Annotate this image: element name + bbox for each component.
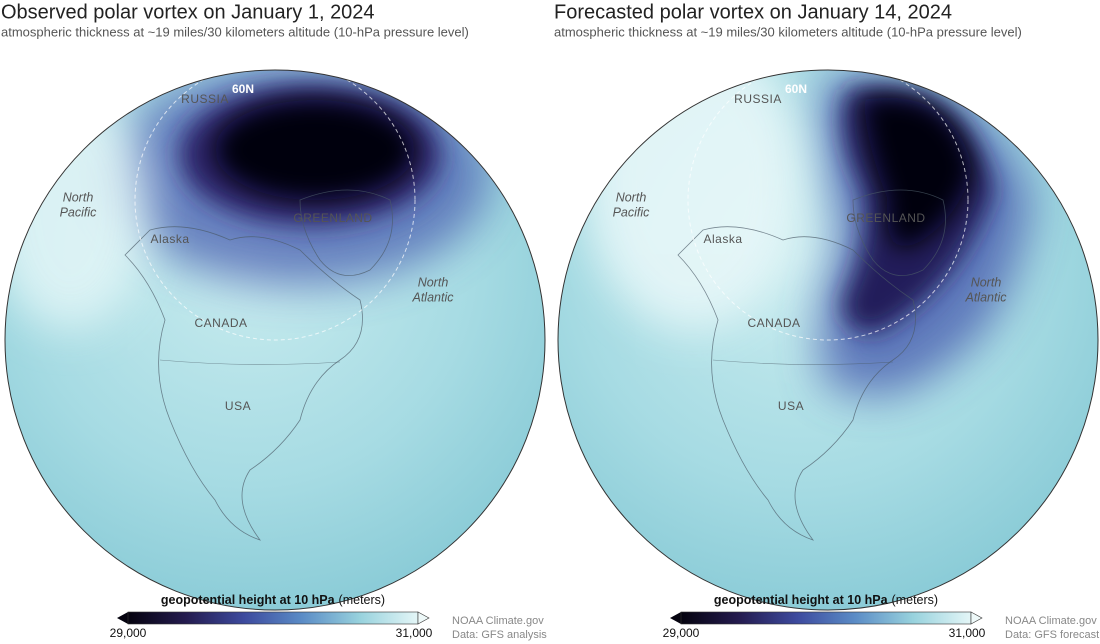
map-label: Atlantic xyxy=(412,290,455,304)
colorbar: geopotential height at 10 hPa (meters) 29,… xyxy=(663,593,986,640)
border xyxy=(159,359,341,365)
map-label: North xyxy=(63,190,94,204)
map-label: USA xyxy=(225,399,251,413)
colorbar-title: geopotential height at 10 hPa xyxy=(161,593,336,607)
map-label: Pacific xyxy=(60,205,98,219)
map-label: North xyxy=(616,190,647,204)
credit: Data: GFS analysis xyxy=(452,629,547,641)
map-label: 60N xyxy=(232,82,254,96)
latitude-circle xyxy=(687,70,969,341)
glow-pacific xyxy=(583,70,803,330)
coastline xyxy=(299,189,393,277)
panel-subtitle: atmospheric thickness at ~19 miles/30 ki… xyxy=(1,24,469,39)
panel: Observed polar vortex on January 1, 2024… xyxy=(1,1,547,641)
colorbar-min: 29,000 xyxy=(663,626,700,640)
map-label: GREENLAND xyxy=(293,211,372,225)
panel-title: Forecasted polar vortex on January 14, 2… xyxy=(554,1,952,23)
colorbar-title: geopotential height at 10 hPa xyxy=(714,593,889,607)
coastline xyxy=(852,189,946,277)
globe-edge xyxy=(4,69,546,611)
globe xyxy=(4,69,546,611)
panel: Forecasted polar vortex on January 14, 2… xyxy=(554,1,1099,641)
colorbar-max-arrow xyxy=(970,611,983,625)
credit: NOAA Climate.gov xyxy=(1005,615,1097,627)
coastline xyxy=(677,226,916,541)
map-label: Pacific xyxy=(613,205,651,219)
globe xyxy=(557,69,1099,611)
coastline xyxy=(124,226,363,541)
latitude-circle xyxy=(134,70,416,341)
globe-field xyxy=(5,70,490,541)
map-label: RUSSIA xyxy=(734,92,782,106)
border xyxy=(712,359,894,365)
colorbar-min-arrow xyxy=(117,612,128,624)
colorbar-min-arrow xyxy=(670,612,681,624)
colorbar-max: 31,000 xyxy=(949,626,986,640)
colorbar-ramp xyxy=(680,611,972,625)
map-label: CANADA xyxy=(747,316,800,330)
map-label: Atlantic xyxy=(965,290,1008,304)
colorbar: geopotential height at 10 hPa (meters) 29,… xyxy=(110,593,433,640)
colorbar-max: 31,000 xyxy=(396,626,433,640)
colorbar-min: 29,000 xyxy=(110,626,147,640)
panel-title: Observed polar vortex on January 1, 2024 xyxy=(1,1,375,23)
map-label: GREENLAND xyxy=(846,211,925,225)
colorbar-unit: (meters) xyxy=(339,593,386,607)
colorbar-max-arrow xyxy=(417,611,430,625)
map-label: USA xyxy=(778,399,804,413)
map-label: 60N xyxy=(785,82,807,96)
colorbar-unit: (meters) xyxy=(892,593,939,607)
map-label: Alaska xyxy=(150,232,189,246)
vortex-core xyxy=(215,100,415,200)
map-label: RUSSIA xyxy=(181,92,229,106)
globe-edge xyxy=(557,69,1099,611)
colorbar-label: geopotential height at 10 hPa (meters) xyxy=(161,593,385,607)
map-label: CANADA xyxy=(194,316,247,330)
map-label: North xyxy=(971,275,1002,289)
credit: Data: GFS forecast xyxy=(1005,629,1099,641)
credit: NOAA Climate.gov xyxy=(452,615,544,627)
map-label: Alaska xyxy=(703,232,742,246)
colorbar-label: geopotential height at 10 hPa (meters) xyxy=(714,593,938,607)
panel-subtitle: atmospheric thickness at ~19 miles/30 ki… xyxy=(554,24,1022,39)
map-label: North xyxy=(418,275,449,289)
colorbar-ramp xyxy=(127,611,419,625)
